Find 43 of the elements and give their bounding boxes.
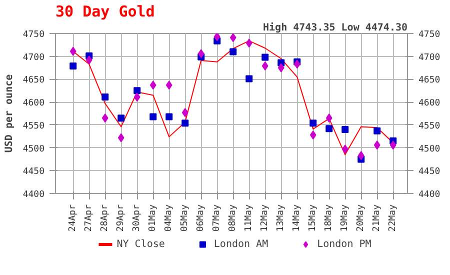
y-tick-label: 4700: [22, 52, 45, 63]
x-tick-label: 29Apr: [116, 204, 126, 232]
x-tick-label: 19May: [340, 204, 350, 232]
x-tick-label: 08May: [228, 204, 238, 232]
x-tick-label: 24Apr: [68, 204, 78, 232]
y2-tick-label: 4500: [418, 144, 440, 154]
x-tick-label: 07May: [212, 204, 222, 232]
y-axis-title: USD per ounce: [4, 74, 15, 153]
x-tick-label: 12May: [260, 204, 270, 232]
y2-tick-label: 4450: [418, 167, 440, 178]
chart-title: 30 Day Gold: [56, 2, 155, 20]
x-tick-label: 20May: [356, 204, 366, 232]
x-tick-label: 28Apr: [100, 204, 110, 232]
x-tick-label: 18May: [324, 204, 334, 232]
x-tick-label: 06May: [196, 204, 206, 232]
x-tick-label: 21May: [372, 204, 382, 232]
legend-label: London AM: [214, 238, 268, 250]
x-tick-label: 13May: [276, 204, 286, 232]
x-tick-label: 14May: [292, 204, 302, 232]
y2-tick-label: 4600: [418, 98, 440, 109]
chart-subtitle: High 4743.35 Low 4474.30: [263, 22, 408, 34]
y-tick-label: 4450: [22, 167, 45, 178]
x-tick-label: 15May: [308, 204, 318, 232]
x-tick-label: 22May: [388, 204, 398, 232]
y-tick-label: 4500: [22, 144, 45, 154]
x-tick-label: 11May: [244, 204, 254, 232]
y2-tick-label: 4400: [418, 190, 440, 200]
y-tick-label: 4400: [22, 190, 45, 200]
y2-tick-label: 4550: [418, 121, 440, 132]
x-tick-label: 30Apr: [132, 204, 142, 232]
y-tick-label: 4600: [22, 98, 45, 109]
y2-tick-label: 4750: [418, 30, 440, 40]
x-tick-label: 05May: [180, 204, 190, 232]
x-tick-label: 04May: [164, 204, 174, 232]
x-tick-label: 01May: [148, 204, 158, 232]
legend-label: NY Close: [116, 238, 165, 250]
y2-tick-label: 4700: [418, 52, 440, 63]
y2-tick-label: 4650: [418, 76, 440, 86]
y-tick-label: 4650: [22, 76, 45, 86]
x-tick-label: 27Apr: [84, 204, 94, 232]
y-tick-label: 4550: [22, 121, 45, 132]
y-tick-label: 4750: [22, 30, 45, 40]
legend-label: London PM: [317, 238, 372, 250]
